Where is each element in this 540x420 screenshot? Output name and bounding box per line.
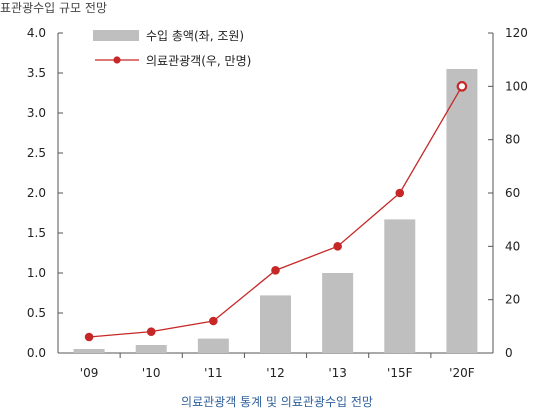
y-right-tick-label: 0 (505, 346, 513, 360)
y-right-tick-label: 40 (505, 239, 520, 253)
x-tick-label: '11 (204, 366, 223, 380)
bar (322, 273, 354, 353)
bar (446, 69, 478, 353)
line-point (456, 81, 468, 92)
line-point (333, 242, 342, 251)
chart-header-text: 표관광수입 규모 전망 (0, 1, 107, 15)
y-left-tick-label: 2.0 (27, 186, 46, 200)
bar (384, 219, 416, 353)
y-right-tick-label: 80 (505, 133, 520, 147)
legend-bar-label: 수입 총액(좌, 조원) (146, 29, 244, 43)
y-right-tick-label: 60 (505, 186, 520, 200)
legend-line-label: 의료관광객(우, 만명) (146, 54, 251, 68)
line-point (84, 332, 94, 342)
x-tick-labels: '09 '10 '11 '12 '13 '15F '20F (80, 366, 475, 380)
y-left-tick-label: 4.0 (27, 26, 46, 40)
legend-bar-swatch (93, 30, 139, 41)
chart-axes: 0.0 0.5 1.0 1.5 2.0 2.5 3.0 3.5 4.0 0 20 40 60 80 100 1… (27, 26, 528, 360)
x-tick-label: '13 (328, 366, 347, 380)
chart-caption: 의료관광객 통계 및 의료관광수입 전망 (181, 395, 373, 409)
line-point (395, 188, 405, 198)
y-left-tick-label: 3.0 (27, 106, 46, 120)
y-left-tick-label: 0.5 (27, 306, 46, 320)
y-left-tick-label: 1.5 (27, 226, 46, 240)
x-tick-label: '12 (266, 366, 285, 380)
y-left-tick-label: 1.0 (27, 266, 46, 280)
legend-line-marker (113, 56, 121, 64)
line-point (271, 266, 280, 275)
y-left-tick-label: 2.5 (27, 146, 46, 160)
line-series (84, 81, 468, 342)
y-left-tick-label: 3.5 (27, 66, 46, 80)
x-tick-label: '15F (387, 366, 413, 380)
y-right-tick-label: 20 (505, 293, 520, 307)
bar (197, 338, 229, 353)
bar (135, 345, 167, 353)
legend: 수입 총액(좌, 조원) 의료관광객(우, 만명) (93, 29, 251, 68)
x-tick-label: '20F (449, 366, 475, 380)
bar (260, 295, 291, 353)
line-point (146, 327, 156, 336)
x-tick-label: '10 (142, 366, 161, 380)
line-point (209, 316, 218, 326)
y-right-tick-label: 120 (505, 26, 528, 40)
bar (73, 349, 105, 353)
bar-series (73, 69, 478, 353)
y-right-tick-label: 100 (505, 79, 528, 93)
y-left-tick-label: 0.0 (27, 346, 46, 360)
x-tick-label: '09 (80, 366, 99, 380)
